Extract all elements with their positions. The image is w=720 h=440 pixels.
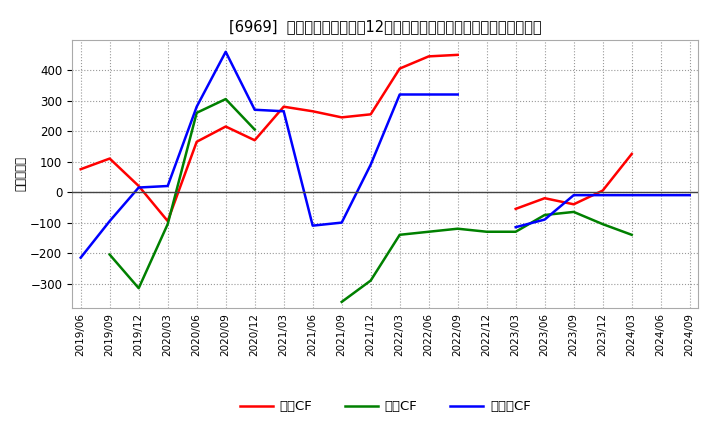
フリーCF [454, 92, 462, 97]
フリーCF [338, 220, 346, 225]
営業CF [76, 167, 85, 172]
Title: [6969]  キャッシュフローの12か月移動合計の対前年同期増減額の推移: [6969] キャッシュフローの12か月移動合計の対前年同期増減額の推移 [229, 19, 541, 34]
フリーCF [221, 49, 230, 55]
投資CF [251, 127, 259, 132]
営業CF [105, 156, 114, 161]
フリーCF [163, 183, 172, 189]
フリーCF [424, 92, 433, 97]
フリーCF [135, 185, 143, 190]
投資CF [105, 252, 114, 257]
営業CF [366, 112, 375, 117]
営業CF [135, 183, 143, 189]
投資CF [163, 221, 172, 227]
フリーCF [279, 109, 288, 114]
Y-axis label: （百万円）: （百万円） [14, 156, 27, 191]
営業CF [424, 54, 433, 59]
営業CF [454, 52, 462, 58]
フリーCF [308, 223, 317, 228]
投資CF [135, 286, 143, 291]
Legend: 営業CF, 投資CF, フリーCF: 営業CF, 投資CF, フリーCF [235, 395, 536, 419]
フリーCF [105, 218, 114, 224]
投資CF [221, 96, 230, 102]
フリーCF [395, 92, 404, 97]
Line: 投資CF: 投資CF [109, 99, 255, 288]
Line: フリーCF: フリーCF [81, 52, 458, 258]
フリーCF [366, 162, 375, 167]
Line: 営業CF: 営業CF [81, 55, 458, 221]
営業CF [338, 115, 346, 120]
営業CF [163, 218, 172, 224]
営業CF [308, 109, 317, 114]
フリーCF [192, 104, 201, 109]
営業CF [221, 124, 230, 129]
投資CF [192, 110, 201, 115]
営業CF [192, 139, 201, 144]
フリーCF [76, 255, 85, 260]
営業CF [251, 138, 259, 143]
フリーCF [251, 107, 259, 112]
営業CF [395, 66, 404, 71]
営業CF [279, 104, 288, 109]
